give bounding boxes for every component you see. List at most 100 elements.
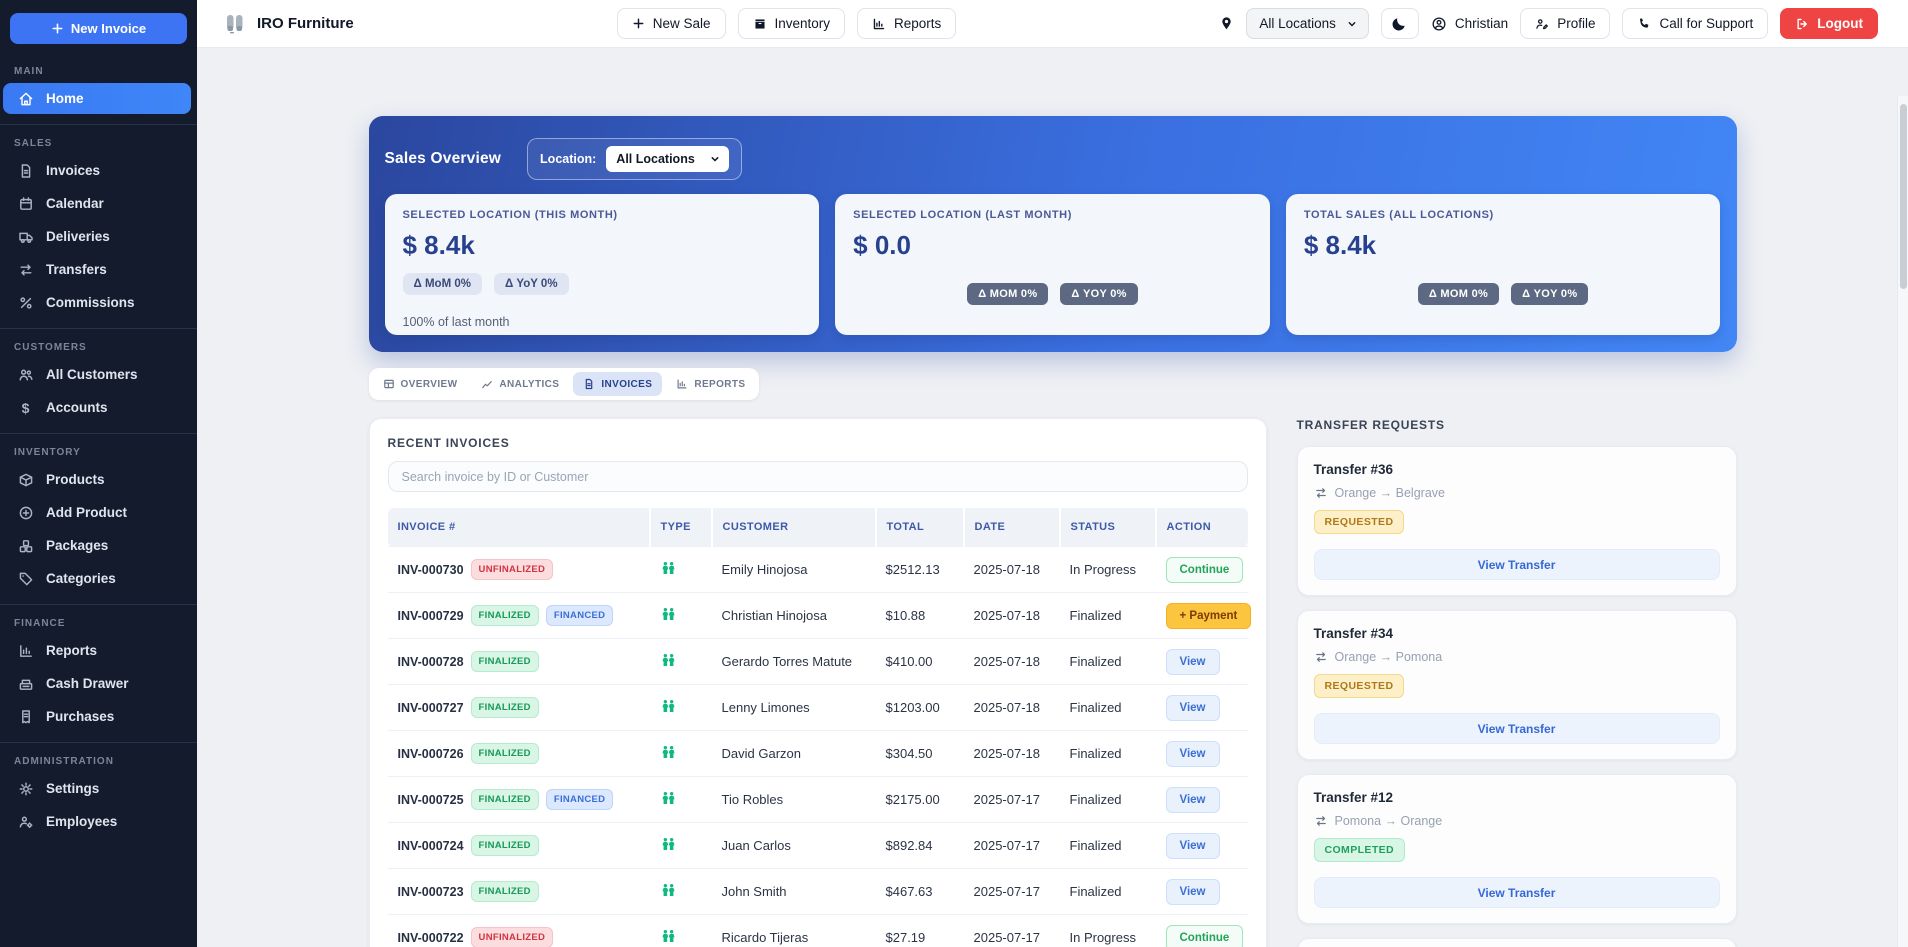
- sidebar-item-reports[interactable]: Reports: [3, 635, 191, 666]
- invoice-row: INV-000727 FINALIZED Lenny Limones $1203.00…: [387, 684, 1248, 731]
- sale-type-icon: [660, 928, 677, 945]
- sidebar-item-all-customers[interactable]: All Customers: [3, 359, 191, 390]
- continue-invoice-button[interactable]: Continue: [1165, 556, 1244, 583]
- logout-icon: [1795, 17, 1809, 31]
- sidebar-item-calendar[interactable]: Calendar: [3, 188, 191, 219]
- sidebar-item-employees[interactable]: Employees: [3, 806, 191, 837]
- sale-type-icon: [660, 606, 677, 623]
- transfer-requests-panel: TRANSFER REQUESTS Transfer #36 Orange → B…: [1296, 418, 1737, 947]
- sale-type-icon: [660, 652, 677, 669]
- page-scrollbar[interactable]: [1897, 96, 1908, 947]
- tab-analytics[interactable]: ANALYTICS: [471, 372, 569, 396]
- invoice-total: $2512.13: [875, 546, 964, 593]
- section-label-customers: CUSTOMERS: [14, 342, 87, 353]
- call-support-button[interactable]: Call for Support: [1622, 8, 1769, 39]
- invoice-finalized-badge: FINALIZED: [470, 697, 539, 718]
- sidebar-item-products[interactable]: Products: [3, 464, 191, 495]
- chart-icon: [17, 643, 34, 659]
- invoice-status: Finalized: [1059, 868, 1156, 915]
- furniture-logo-icon: [223, 12, 247, 36]
- invoice-customer: John Smith: [711, 868, 876, 915]
- invoice-row: INV-000723 FINALIZED John Smith $467.63 2025…: [387, 868, 1248, 915]
- sidebar-item-purchases[interactable]: Purchases: [3, 701, 191, 732]
- sidebar-item-packages[interactable]: Packages: [3, 530, 191, 561]
- invoice-row: INV-000724 FINALIZED Juan Carlos $892.84 202…: [387, 822, 1248, 869]
- app-title: IRO Furniture: [257, 15, 354, 32]
- view-invoice-button[interactable]: View: [1165, 878, 1220, 905]
- tab-reports[interactable]: REPORTS: [666, 372, 755, 396]
- file-icon: [583, 378, 595, 390]
- view-invoice-button[interactable]: View: [1165, 786, 1220, 813]
- tab-invoices[interactable]: INVOICES: [573, 372, 663, 396]
- sales-overview-banner: Sales Overview Location: All Locations S…: [368, 116, 1737, 352]
- invoice-total: $304.50: [875, 730, 964, 777]
- sidebar-item-accounts[interactable]: $ Accounts: [3, 392, 191, 423]
- invoice-customer: Gerardo Torres Matute: [711, 638, 876, 685]
- progress-label: 100% of last month: [402, 315, 510, 329]
- view-transfer-button[interactable]: View Transfer: [1313, 713, 1720, 744]
- yoy-badge: Δ YoY 0%: [493, 273, 569, 295]
- invoice-icon: [17, 163, 34, 179]
- profile-button[interactable]: Profile: [1520, 8, 1611, 39]
- invoice-date: 2025-07-18: [963, 592, 1060, 639]
- logout-button[interactable]: Logout: [1780, 8, 1878, 39]
- view-invoice-button[interactable]: View: [1165, 740, 1220, 767]
- plus-icon: [51, 22, 64, 35]
- sidebar-item-settings[interactable]: Settings: [3, 773, 191, 804]
- view-invoice-button[interactable]: View: [1165, 648, 1220, 675]
- mom-badge: Δ MoM 0%: [402, 273, 482, 295]
- invoice-id: INV-000724: [397, 838, 464, 853]
- invoice-finalized-badge: FINALIZED: [470, 789, 539, 810]
- invoice-total: $467.63: [875, 868, 964, 915]
- divider: [0, 124, 197, 125]
- users-icon: [17, 367, 34, 383]
- dollar-icon: $: [21, 399, 30, 416]
- invoice-customer: Juan Carlos: [711, 822, 876, 869]
- invoice-status: Finalized: [1059, 776, 1156, 823]
- header-location-select[interactable]: All Locations: [1246, 8, 1369, 39]
- recent-invoices-title: RECENT INVOICES: [387, 436, 510, 450]
- sidebar-item-deliveries[interactable]: Deliveries: [3, 221, 191, 252]
- user-menu[interactable]: Christian: [1431, 16, 1508, 32]
- transfer-arrows-icon: [1314, 650, 1328, 664]
- invoice-status: In Progress: [1059, 546, 1156, 593]
- sidebar-item-categories[interactable]: Categories: [3, 563, 191, 594]
- new-sale-button[interactable]: New Sale: [616, 8, 726, 39]
- invoice-financed-badge: FINANCED: [545, 605, 614, 626]
- inventory-button[interactable]: Inventory: [737, 8, 846, 39]
- invoice-total: $10.88: [875, 592, 964, 639]
- invoice-status: Finalized: [1059, 638, 1156, 685]
- reports-button[interactable]: Reports: [857, 8, 957, 39]
- location-pin-icon: [1219, 16, 1234, 31]
- dark-mode-toggle[interactable]: [1380, 8, 1419, 39]
- mom-badge: Δ MOM 0%: [1417, 283, 1500, 305]
- sidebar-item-home[interactable]: Home: [3, 83, 191, 114]
- new-invoice-button[interactable]: New Invoice: [10, 13, 187, 44]
- view-transfer-button[interactable]: View Transfer: [1313, 549, 1720, 580]
- invoice-total: $2175.00: [875, 776, 964, 823]
- view-invoice-button[interactable]: View: [1165, 832, 1220, 859]
- view-transfer-button[interactable]: View Transfer: [1313, 877, 1720, 908]
- view-invoice-button[interactable]: View: [1165, 694, 1220, 721]
- invoice-id: INV-000723: [397, 884, 464, 899]
- tags-icon: [17, 571, 34, 587]
- sidebar-item-add-product[interactable]: Add Product: [3, 497, 191, 528]
- tab-overview[interactable]: OVERVIEW: [373, 372, 468, 396]
- yoy-badge: Δ YOY 0%: [1060, 283, 1138, 305]
- invoice-finalized-badge: FINALIZED: [470, 743, 539, 764]
- add-payment-button[interactable]: + Payment: [1165, 602, 1252, 629]
- invoice-date: 2025-07-17: [963, 868, 1060, 915]
- section-label-sales: SALES: [14, 138, 53, 149]
- scrollbar-thumb[interactable]: [1900, 104, 1907, 289]
- phone-icon: [1637, 17, 1651, 31]
- sidebar-item-commissions[interactable]: Commissions: [3, 287, 191, 318]
- banner-location-select[interactable]: All Locations: [606, 146, 729, 172]
- sidebar-item-transfers[interactable]: Transfers: [3, 254, 191, 285]
- invoice-id: INV-000730: [397, 562, 464, 577]
- sale-type-icon: [660, 882, 677, 899]
- invoice-search-input[interactable]: [387, 461, 1248, 492]
- continue-invoice-button[interactable]: Continue: [1165, 924, 1244, 947]
- packages-icon: [17, 538, 34, 554]
- sidebar-item-cash-drawer[interactable]: Cash Drawer: [3, 668, 191, 699]
- sidebar-item-invoices[interactable]: Invoices: [3, 155, 191, 186]
